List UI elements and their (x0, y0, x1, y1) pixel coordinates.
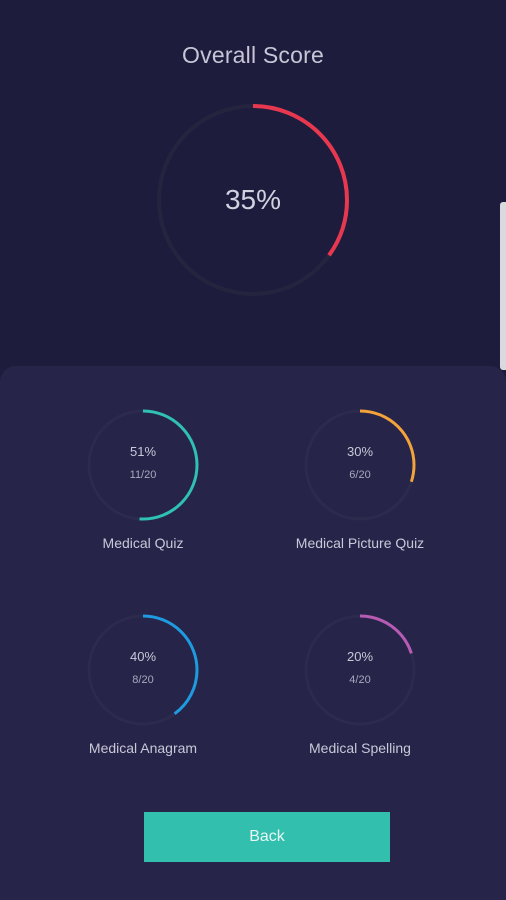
back-button[interactable]: Back (144, 812, 390, 862)
category-score: 11/20 (129, 469, 157, 481)
category-ring (304, 409, 416, 521)
overall-ring-progress (157, 104, 349, 296)
overall-section: Overall Score 35% (0, 0, 506, 368)
category-label: Medical Spelling (309, 740, 411, 756)
scrollbar-handle[interactable] (500, 202, 506, 370)
overall-score-ring (157, 104, 349, 296)
category-ring-progress (304, 409, 416, 521)
category-percent: 30% (346, 444, 374, 459)
category-medical-anagram[interactable]: 40% 8/20 Medical Anagram (23, 613, 263, 773)
category-medical-quiz[interactable]: 51% 11/20 Medical Quiz (23, 408, 263, 568)
overall-score-value: 35% (224, 184, 282, 215)
category-ring (87, 409, 199, 521)
category-percent: 40% (129, 649, 157, 664)
category-ring-progress (87, 409, 199, 521)
category-score: 6/20 (349, 469, 371, 481)
category-label: Medical Anagram (88, 740, 198, 756)
category-ring-progress (87, 614, 199, 726)
category-ring (304, 614, 416, 726)
category-score: 8/20 (132, 674, 154, 686)
category-card: 51% 11/20 Medical Quiz 30% 6/20 Medical … (0, 366, 506, 900)
category-label: Medical Picture Quiz (295, 535, 425, 551)
category-medical-spelling[interactable]: 20% 4/20 Medical Spelling (240, 613, 480, 773)
category-score: 4/20 (349, 674, 371, 686)
page-title: Overall Score (182, 42, 324, 68)
category-ring-progress (304, 614, 416, 726)
category-medical-picture-quiz[interactable]: 30% 6/20 Medical Picture Quiz (240, 408, 480, 568)
category-label: Medical Quiz (102, 535, 184, 551)
category-ring (87, 614, 199, 726)
category-percent: 51% (129, 444, 157, 459)
category-percent: 20% (346, 649, 374, 664)
